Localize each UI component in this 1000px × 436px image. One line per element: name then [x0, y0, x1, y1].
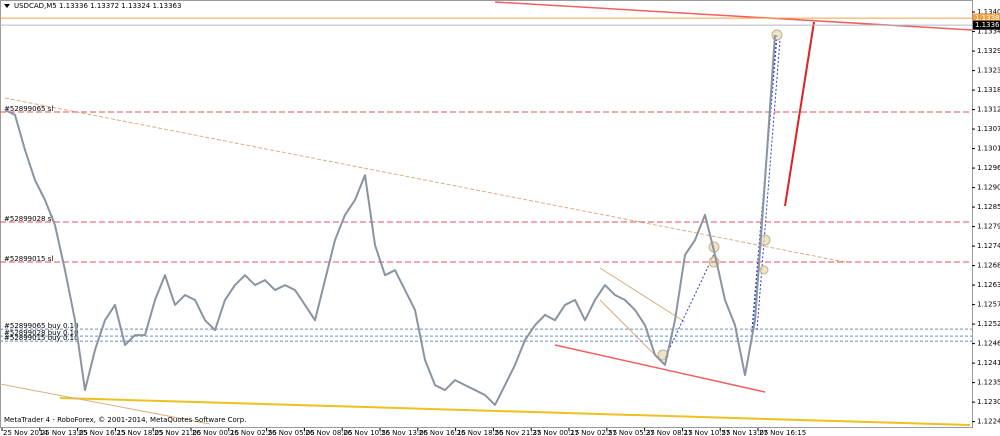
trend-line: [554, 344, 766, 393]
x-tick-label: 27 Nov 05:35: [608, 429, 655, 436]
trend-line: [59, 397, 971, 426]
price-axis: 1.13400 1.13345 1.13290 1.13235 1.13180 1.131…: [0, 8, 1000, 426]
x-tick-label: 26 Nov 18:55: [457, 429, 504, 436]
x-tick-label: 27 Nov 08:15: [646, 429, 693, 436]
x-tick-label: 25 Nov 21:05: [154, 429, 201, 436]
y-tick-label: 1.13070: [977, 125, 1000, 133]
y-tick-label: 1.12575: [977, 301, 1000, 309]
y-tick-label: 1.12685: [977, 262, 1000, 270]
y-tick-label: 1.12520: [977, 320, 1000, 328]
chart-title: USDCAD,M5 1.13336 1.13372 1.13324 1.1336…: [14, 2, 181, 10]
trade-marker: [759, 265, 769, 275]
trade-line: [756, 39, 781, 331]
y-tick-label: 1.13180: [977, 86, 1000, 94]
y-tick-label: 1.13125: [977, 106, 1000, 114]
order-label: #52899065 sl: [4, 105, 53, 113]
x-tick-label: 27 Nov 02:55: [570, 429, 617, 436]
footer: MetaTrader 4 - RoboForex, © 2001-2014, M…: [4, 416, 246, 424]
x-tick-label: 26 Nov 10:55: [343, 429, 390, 436]
trade-marker: [771, 29, 783, 41]
y-tick-label: 1.13015: [977, 145, 1000, 153]
y-tick-label: 1.12630: [977, 281, 1000, 289]
channel-line: [599, 267, 686, 323]
trade-line: [664, 251, 716, 359]
x-tick-label: 27 Nov 13:05: [721, 429, 768, 436]
y-tick-label: 1.12410: [977, 359, 1000, 367]
order-label: #52899015 buy 0.10: [4, 334, 79, 342]
x-tick-label: 27 Nov 00:15: [532, 429, 579, 436]
y-tick-label: 1.13235: [977, 67, 1000, 75]
y-tick-label: 1.12795: [977, 223, 1000, 231]
y-tick-label: 1.13400: [977, 8, 1000, 16]
order-label: #52899065 buy 0.10: [4, 322, 79, 330]
y-tick-label: 1.12300: [977, 398, 1000, 406]
order-label: #52899028 sl: [4, 215, 53, 223]
y-tick-label: 1.12960: [977, 164, 1000, 172]
x-tick-label: 26 Nov 13:05: [381, 429, 428, 436]
price-marker-label: 1.13383: [975, 14, 1000, 22]
x-tick-label: 25 Nov 16:15: [79, 429, 126, 436]
trend-line: [0, 383, 211, 425]
price-marker-label: 1.13363: [975, 21, 1000, 29]
plot-frame: [0, 0, 973, 428]
menu-arrow[interactable]: [4, 4, 10, 8]
order-levels: #52899065 sl #52899028 sl #52899015 sl #528…: [0, 105, 972, 342]
order-label: #52899015 sl: [4, 255, 53, 263]
x-tick-label: 26 Nov 00:15: [192, 429, 239, 436]
y-tick-label: 1.12740: [977, 242, 1000, 250]
x-tick-label: 26 Nov 02:55: [230, 429, 277, 436]
price-marker-box: [973, 20, 1000, 30]
price-marker-box: [973, 13, 1000, 23]
order-label: #52899028 buy 0.10: [4, 329, 79, 337]
x-tick-label: 25 Nov 2014: [3, 429, 48, 436]
x-tick-label: 26 Nov 21:35: [494, 429, 541, 436]
x-tick-label: 26 Nov 08:05: [305, 429, 352, 436]
y-tick-label: 1.13290: [977, 47, 1000, 55]
price-series: [4, 35, 776, 406]
y-tick-label: 1.12355: [977, 379, 1000, 387]
y-tick-label: 1.12850: [977, 203, 1000, 211]
trend-line: [4, 97, 846, 263]
x-tick-label: 26 Nov 05:05: [268, 429, 315, 436]
x-tick-label: 27 Nov 16:15: [759, 429, 806, 436]
x-tick-label: 26 Nov 16:15: [419, 429, 466, 436]
y-tick-label: 1.12245: [977, 418, 1000, 426]
trend-line: [784, 21, 815, 207]
price-line: [4, 35, 776, 406]
y-tick-label: 1.12905: [977, 184, 1000, 192]
y-tick-label: 1.12465: [977, 340, 1000, 348]
x-tick-label: 27 Nov 10:55: [683, 429, 730, 436]
x-tick-label: 25 Nov 18:05: [116, 429, 163, 436]
x-tick-label: 25 Nov 13:05: [41, 429, 88, 436]
y-tick-label: 1.13345: [977, 28, 1000, 36]
